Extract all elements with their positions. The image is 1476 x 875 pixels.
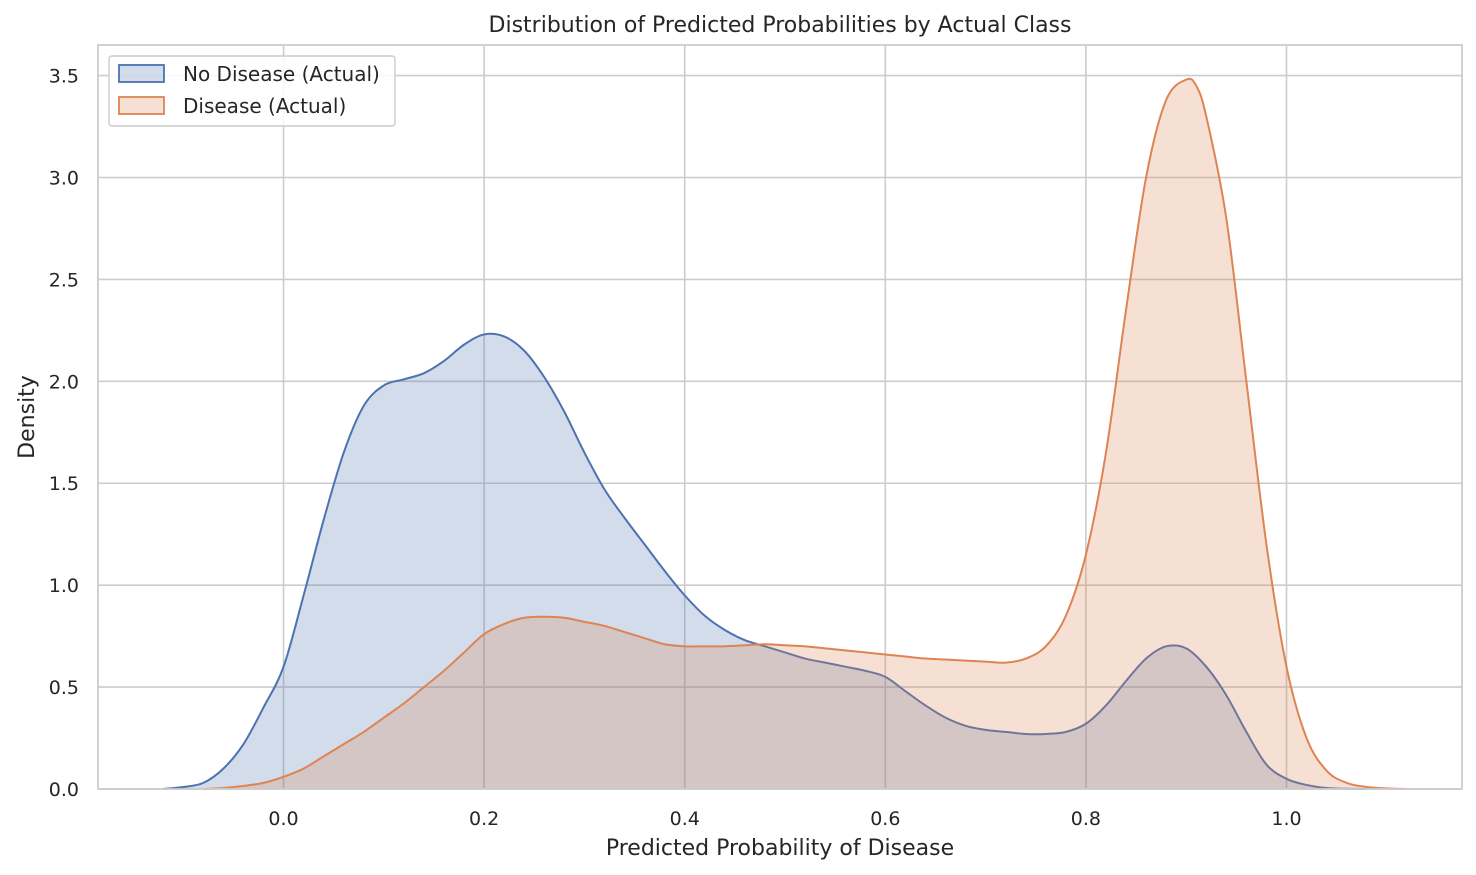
y-tick-label: 2.5 [49, 269, 79, 291]
plot-background [98, 45, 1462, 789]
density-area-disease-fill [203, 78, 1407, 789]
x-axis-label: Predicted Probability of Disease [606, 836, 954, 861]
y-tick-label: 0.0 [49, 779, 79, 801]
density-areas [163, 77, 1407, 790]
legend-label-disease: Disease (Actual) [183, 94, 346, 118]
legend: No Disease (Actual) Disease (Actual) [108, 55, 396, 127]
density-area-no-disease-line [163, 332, 1367, 790]
y-tick-label: 2.0 [49, 371, 79, 393]
y-tick-label: 1.0 [49, 575, 79, 597]
x-tick-label: 1.0 [1271, 808, 1301, 830]
y-axis-ticks: 0.0 0.5 1.0 1.5 2.0 2.5 3.0 3.5 [49, 66, 79, 801]
y-tick-label: 3.5 [49, 66, 79, 88]
y-tick-label: 0.5 [49, 677, 79, 699]
x-tick-label: 0.6 [870, 808, 900, 830]
legend-swatch-no-disease [118, 64, 165, 83]
grid-lines [98, 45, 1462, 790]
chart-title: Distribution of Predicted Probabilities … [489, 13, 1072, 38]
y-axis-label: Density [15, 375, 40, 459]
x-tick-label: 0.8 [1071, 808, 1101, 830]
x-tick-label: 0.4 [670, 808, 700, 830]
legend-label-no-disease: No Disease (Actual) [183, 62, 380, 86]
x-tick-label: 0.2 [469, 808, 499, 830]
x-axis-ticks: 0.0 0.2 0.4 0.6 0.8 1.0 [268, 808, 1301, 830]
plot-frame [97, 44, 1463, 790]
density-area-no-disease-fill [163, 333, 1367, 789]
legend-box [108, 55, 396, 127]
y-tick-label: 3.0 [49, 167, 79, 189]
density-area-disease-line [203, 77, 1407, 790]
y-tick-label: 1.5 [49, 473, 79, 495]
x-tick-label: 0.0 [268, 808, 298, 830]
legend-swatch-disease [118, 96, 165, 115]
